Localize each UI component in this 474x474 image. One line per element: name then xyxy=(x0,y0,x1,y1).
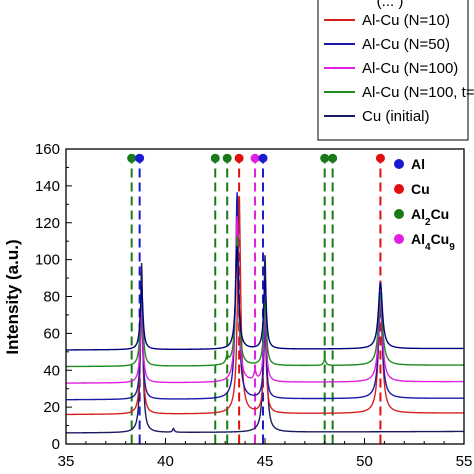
y-tick-label: 0 xyxy=(52,436,60,453)
legend-label: Al-Cu (N=100) xyxy=(362,60,458,77)
series-line xyxy=(66,192,464,401)
axis-frame xyxy=(65,148,465,445)
y-tick-label: 140 xyxy=(35,178,60,195)
x-tick-label: 55 xyxy=(456,453,473,470)
y-tick-label: 80 xyxy=(43,289,60,306)
reference-marker xyxy=(258,153,268,163)
y-tick-label: 120 xyxy=(35,215,60,232)
reference-marker xyxy=(320,153,330,163)
legend-label: Al-Cu (N=50) xyxy=(362,36,450,53)
x-axis: 35 40 45 50 55 xyxy=(58,438,473,470)
series-line xyxy=(66,255,464,434)
phase-label: Al4Cu9 xyxy=(411,231,455,253)
y-tick-label: 100 xyxy=(35,252,60,269)
phase-marker xyxy=(394,209,404,219)
reference-marker xyxy=(222,153,232,163)
plot-area xyxy=(65,153,464,444)
reference-marker xyxy=(234,153,244,163)
x-tick-label: 40 xyxy=(157,453,174,470)
series-legend: (... ) Al-Cu (N=10) Al-Cu (N=50) Al-Cu (N=… xyxy=(317,0,474,141)
reference-marker xyxy=(328,153,338,163)
phase-label: Al xyxy=(411,156,425,172)
y-tick-label: 60 xyxy=(43,325,60,342)
phase-label: Al2Cu xyxy=(411,206,449,228)
y-axis: 0 20 40 60 80 100 120 140 160 xyxy=(35,141,72,453)
x-tick-label: 45 xyxy=(257,453,274,470)
legend-label: Al-Cu (N=10) xyxy=(362,12,450,29)
series-line xyxy=(66,245,464,351)
reference-marker xyxy=(375,153,385,163)
legend-label: Cu (initial) xyxy=(362,108,430,125)
phase-legend: Al Cu Al2Cu Al4Cu9 xyxy=(394,156,455,253)
reference-marker xyxy=(127,153,137,163)
series-line xyxy=(66,236,464,368)
series-legend-box xyxy=(317,0,469,141)
series-line xyxy=(65,216,464,384)
x-tick-label: 50 xyxy=(356,453,373,470)
phase-marker xyxy=(394,184,404,194)
y-tick-label: 160 xyxy=(35,141,60,158)
reference-marker xyxy=(210,153,220,163)
phase-label: Cu xyxy=(411,181,430,197)
reference-marker xyxy=(250,153,260,163)
phase-marker xyxy=(394,234,404,244)
y-tick-label: 40 xyxy=(43,362,60,379)
legend-label: Al-Cu (N=100, t=150°C) xyxy=(362,84,474,101)
y-axis-label: Intensity (a.u.) xyxy=(3,239,22,354)
x-tick-label: 35 xyxy=(58,453,75,470)
legend-partial-label: (... ) xyxy=(377,0,404,10)
reference-marker xyxy=(135,153,145,163)
y-tick-label: 20 xyxy=(43,399,60,416)
phase-marker xyxy=(394,159,404,169)
